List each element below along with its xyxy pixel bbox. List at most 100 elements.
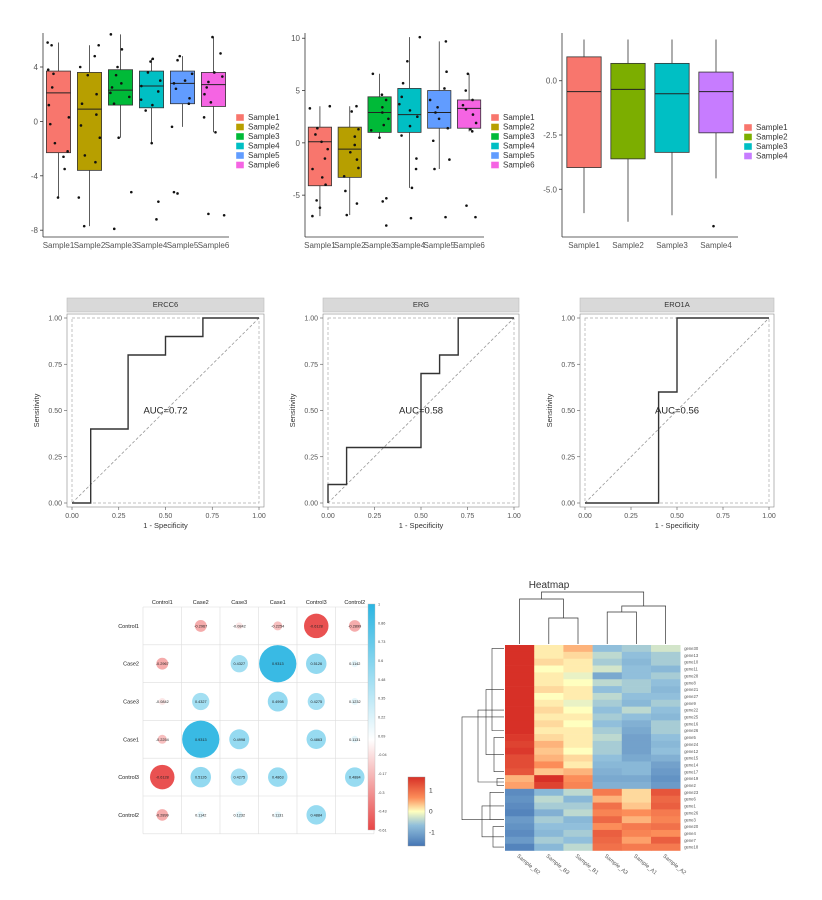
correlation-circle xyxy=(229,729,250,750)
y-tick-label: 5 xyxy=(296,87,301,96)
legend-label: Sample3 xyxy=(503,132,535,141)
heatmap-cell xyxy=(592,665,623,673)
y-tick-label: 0.00 xyxy=(561,501,575,508)
correlation-circle xyxy=(182,720,220,758)
x-tick-label: 0.75 xyxy=(205,513,219,520)
data-point xyxy=(409,216,413,220)
heatmap-cell xyxy=(534,795,564,803)
row-label: gene14 xyxy=(684,762,699,767)
correlation-value: 0.1142 xyxy=(349,662,360,666)
heatmap-cell xyxy=(563,740,593,749)
colorbar-tick: 0.09 xyxy=(378,734,385,738)
heatmap-cell xyxy=(621,740,652,749)
data-point xyxy=(445,70,448,74)
heatmap-cell xyxy=(563,679,593,687)
heatmap-cell xyxy=(621,768,652,776)
heatmap-cell xyxy=(651,843,681,851)
legend-key xyxy=(490,123,500,131)
row-label: gene20 xyxy=(684,824,699,829)
heatmap-cell xyxy=(651,754,681,762)
correlation-value: -0.6128 xyxy=(310,624,323,628)
heatmap-cell xyxy=(621,823,652,831)
legend-key xyxy=(743,123,753,132)
heatmap-cell xyxy=(621,734,652,742)
data-point xyxy=(353,143,357,147)
correlation-circle xyxy=(351,735,359,743)
heatmap-cell xyxy=(505,740,535,749)
heatmap-cell xyxy=(592,761,623,769)
data-point xyxy=(207,80,210,84)
column-dendrogram-branch xyxy=(548,617,579,644)
heatmap-cell xyxy=(563,699,593,707)
box-sample6 xyxy=(201,72,226,107)
heatmap-cell xyxy=(651,645,681,653)
x-tick-label: 0.75 xyxy=(461,513,475,520)
data-point xyxy=(357,166,360,170)
heatmap-cell xyxy=(592,843,623,851)
data-point xyxy=(172,82,176,85)
row-label: gene8 xyxy=(684,680,696,685)
data-point xyxy=(353,135,357,138)
data-point xyxy=(355,104,358,108)
data-point xyxy=(443,87,446,90)
heatmap-cell xyxy=(534,734,564,742)
heatmap-cell xyxy=(534,816,564,824)
heatmap-cell xyxy=(621,658,652,666)
heatmap-cell xyxy=(592,768,623,776)
heatmap-cell xyxy=(651,713,681,721)
heatmap-cell xyxy=(505,672,535,680)
column-label: Sample_A2 xyxy=(661,853,687,876)
data-point xyxy=(446,126,450,130)
data-point xyxy=(434,111,437,114)
box-sample1 xyxy=(46,70,71,154)
correlation-value: 0.9313 xyxy=(272,662,284,666)
data-point xyxy=(46,41,49,44)
column-label: Sample_B2 xyxy=(515,853,541,876)
heatmap-cell xyxy=(563,658,593,666)
data-point xyxy=(428,98,432,102)
heatmap-cell xyxy=(592,679,623,687)
data-point xyxy=(77,196,81,199)
data-point xyxy=(117,136,120,140)
data-point xyxy=(190,72,194,76)
data-point xyxy=(127,95,131,99)
row-label: gene12 xyxy=(684,749,699,754)
heatmap-cell xyxy=(592,692,623,701)
heatmap-cell xyxy=(592,747,623,755)
data-point xyxy=(140,84,143,88)
colorbar-tick: 0.86 xyxy=(378,621,385,625)
x-tick-label: 0.25 xyxy=(368,513,382,520)
data-point xyxy=(712,224,715,228)
heatmap-cell xyxy=(651,699,681,707)
data-point xyxy=(170,125,174,129)
data-point xyxy=(387,117,390,121)
x-tick-label: Sample6 xyxy=(453,241,485,250)
correlation-circle xyxy=(190,766,212,788)
data-point xyxy=(384,98,388,102)
heatmap-cell xyxy=(505,699,535,707)
correlation-value: 0.5126 xyxy=(195,776,207,780)
y-tick-label: 0.00 xyxy=(48,501,62,508)
x-tick-label: Sample1 xyxy=(43,241,75,250)
x-tick-label: 1.00 xyxy=(252,513,266,520)
auc-annotation: AUC=0.72 xyxy=(143,406,187,417)
y-tick-label: -4 xyxy=(31,172,39,181)
box-sample4 xyxy=(139,70,164,109)
correlation-circle xyxy=(351,660,359,668)
row-label: gene5 xyxy=(684,735,696,740)
row-label: gene9 xyxy=(684,701,696,706)
heatmap-cell xyxy=(534,747,564,755)
column-label: Control1 xyxy=(152,600,173,606)
legend-key xyxy=(743,133,753,141)
correlation-value: 0.4327 xyxy=(233,662,245,666)
row-label: Case3 xyxy=(123,700,139,706)
correlation-value: 0.1142 xyxy=(195,813,206,817)
data-point xyxy=(53,141,57,145)
data-point xyxy=(342,175,346,178)
data-point xyxy=(414,167,418,171)
legend-label: Sample1 xyxy=(248,113,280,122)
column-label: Control2 xyxy=(344,600,365,606)
correlation-circle xyxy=(197,811,205,819)
heatmap-cell xyxy=(505,645,535,653)
